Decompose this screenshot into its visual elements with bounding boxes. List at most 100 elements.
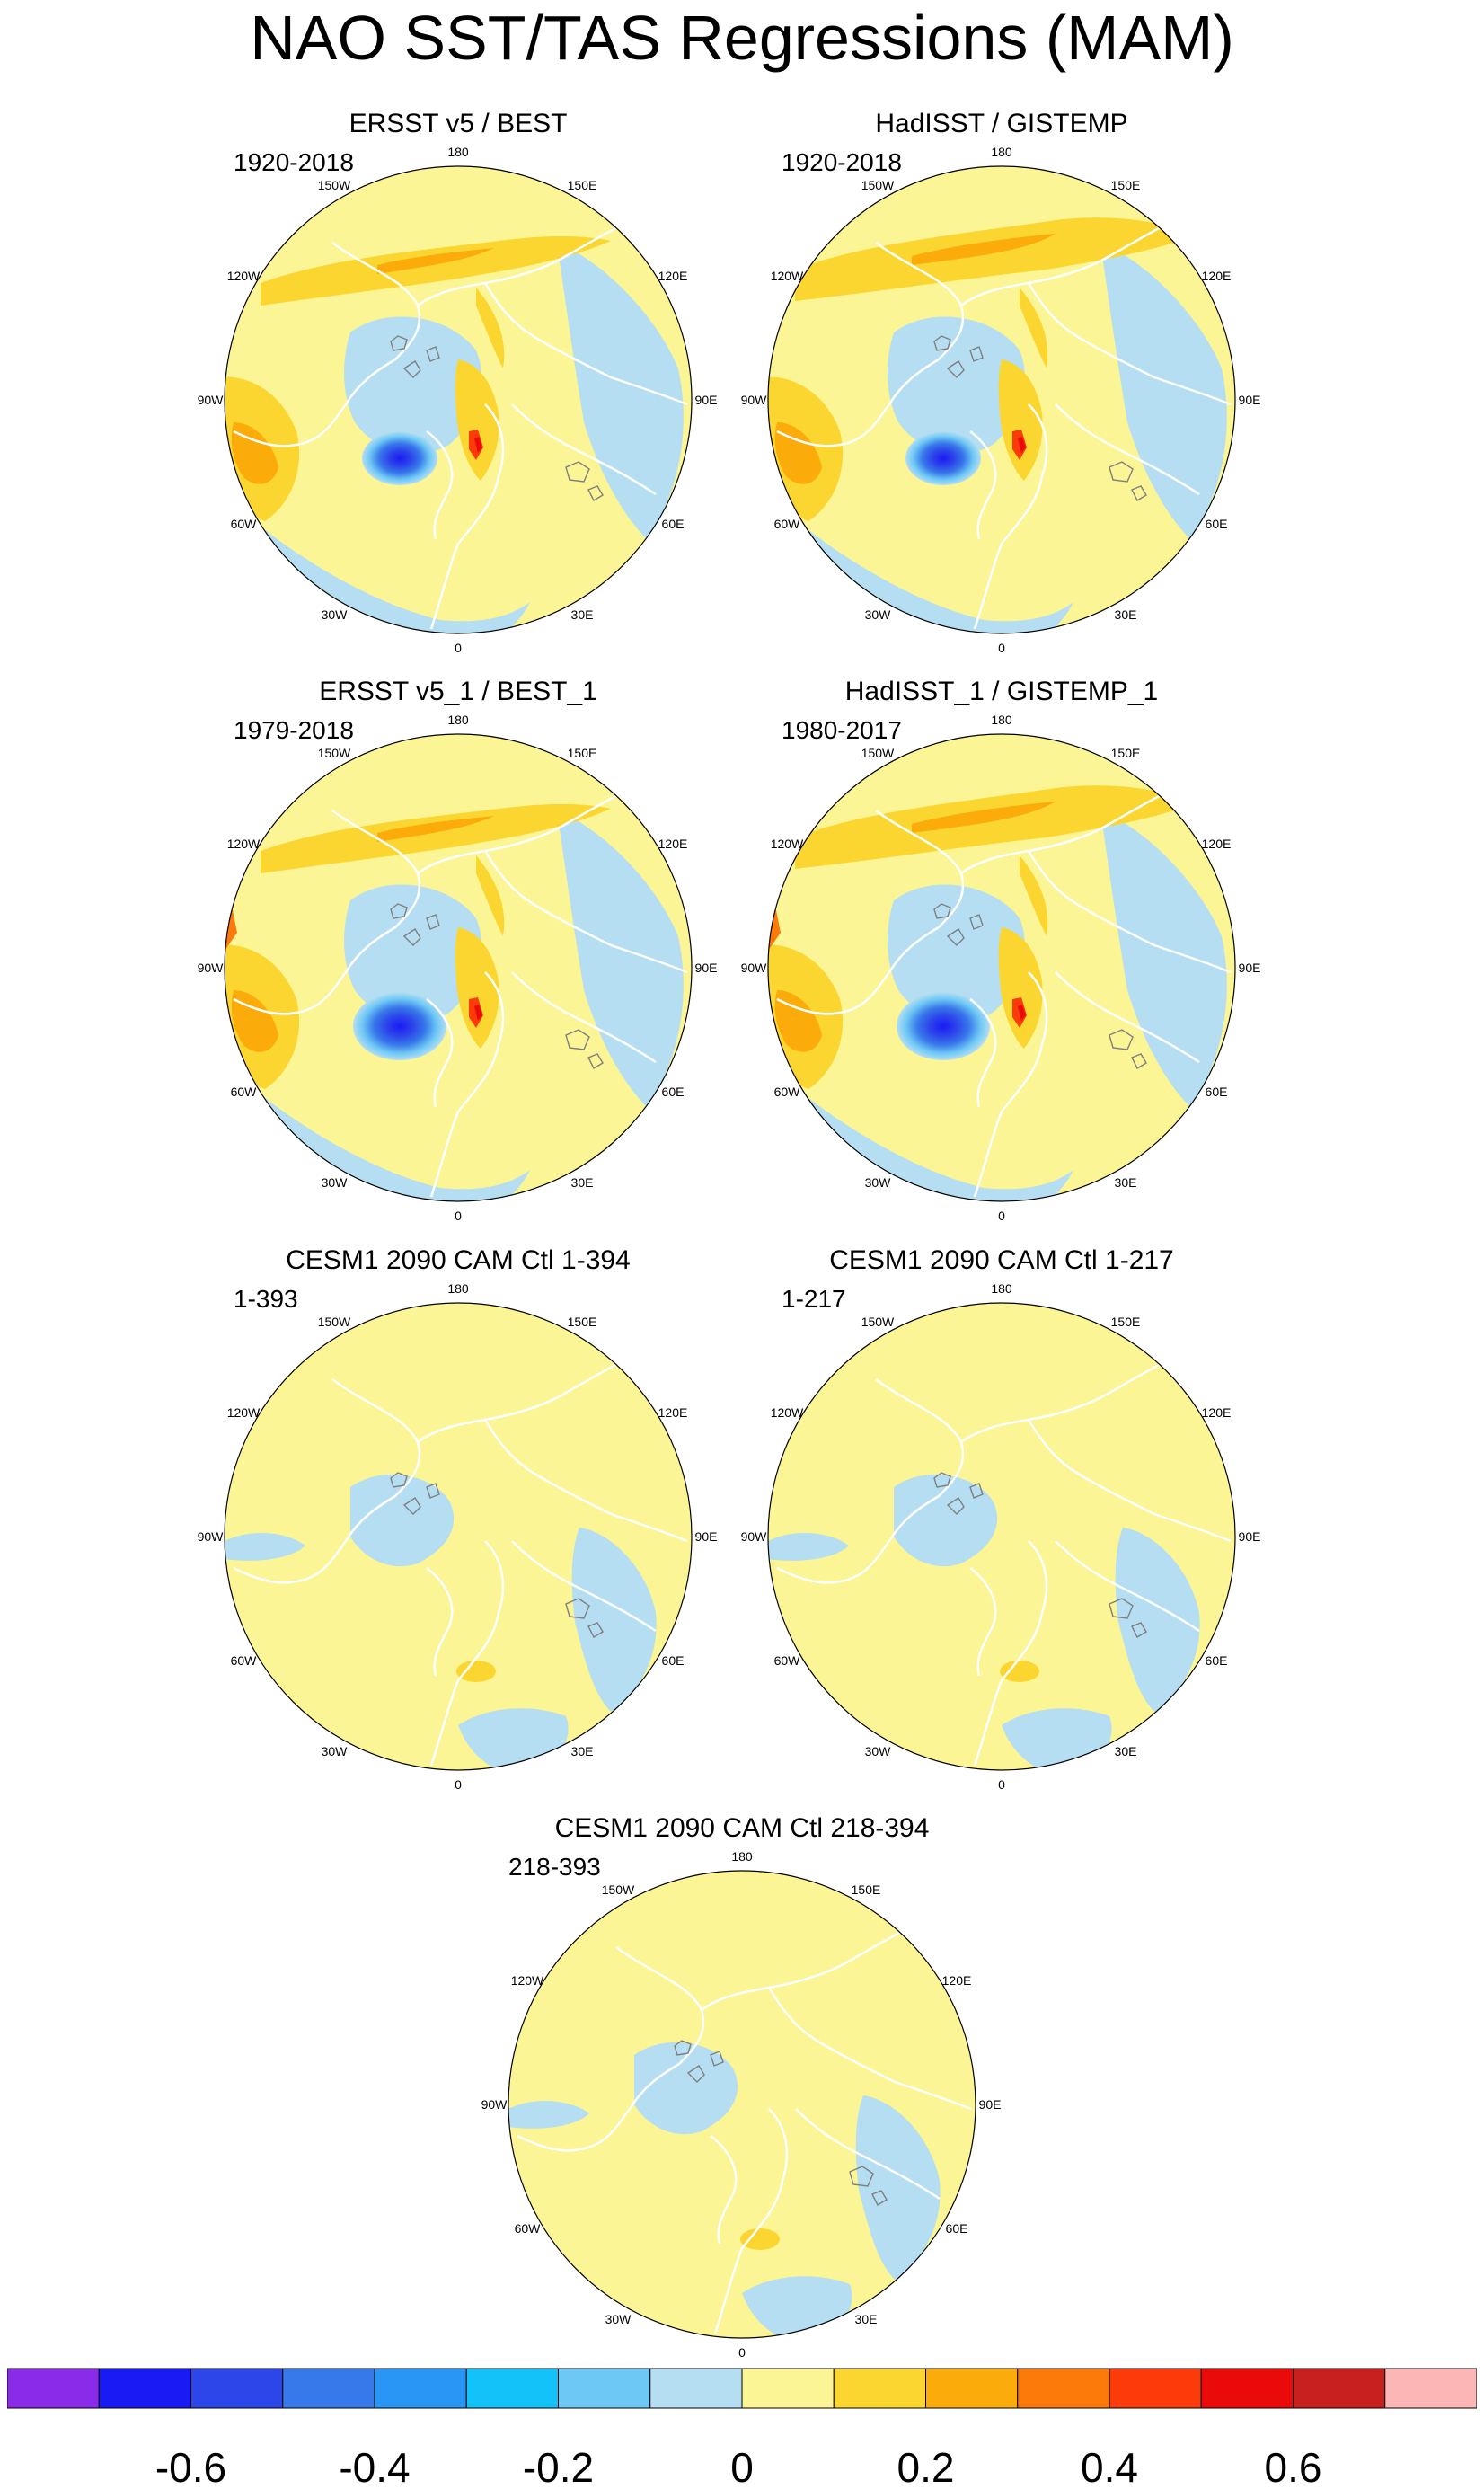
longitude-label: 30E [1115, 1175, 1137, 1190]
map-frame [508, 1870, 976, 2339]
colorbar-swatch [282, 2368, 375, 2409]
polar-map: 180 150E 120E 90E 60E 30E 0 30W 60W 90W 120W 150W [741, 713, 1261, 1223]
colorbar-tick-label: -0.4 [339, 2444, 410, 2489]
polar-map: 180 150E 120E 90E 60E 30E 0 30W 60W 90W 120W 150W [741, 1281, 1261, 1792]
colorbar-swatch [649, 2368, 743, 2409]
longitude-label: 120W [227, 1405, 261, 1420]
longitude-label: 150W [602, 1882, 635, 1897]
longitude-label: 120E [1202, 1405, 1232, 1420]
panel-period: 1920-2018 [234, 148, 354, 176]
longitude-label: 90E [695, 393, 718, 407]
coastlines [776, 782, 1232, 1198]
longitude-label: 120E [942, 1973, 972, 1988]
polar-map: 180 150E 120E 90E 60E 30E 0 30W 60W 90W 120W 150W [198, 1281, 718, 1792]
longitude-label: 30E [1115, 1744, 1137, 1758]
longitude-label: 30E [571, 1744, 594, 1758]
longitude-label: 90W [198, 393, 225, 407]
longitude-label: 120W [771, 269, 804, 283]
longitude-label: 120W [227, 837, 261, 851]
island-outlines [933, 335, 1147, 501]
colorbar-swatch [1384, 2368, 1477, 2409]
longitude-label: 60E [1206, 517, 1228, 531]
panel-title: CESM1 2090 CAM Ctl 1-394 [286, 1245, 631, 1275]
longitude-label: 90W [481, 2097, 508, 2112]
panel-title: HadISST_1 / GISTEMP_1 [844, 677, 1159, 706]
island-outlines [390, 335, 604, 501]
coastlines [776, 214, 1232, 630]
longitude-label: 180 [731, 1849, 753, 1864]
longitude-label: 180 [991, 145, 1012, 159]
regression-field [225, 734, 692, 1201]
colorbar-swatch [1109, 2368, 1202, 2409]
map-panel: HadISST / GISTEMP 1920-2018 180 150E 120E 9… [732, 108, 1271, 656]
longitude-label: 60E [946, 2221, 968, 2236]
longitude-label: 30W [322, 1175, 349, 1190]
longitude-label: 120W [771, 1405, 804, 1420]
longitude-label: 60E [662, 517, 685, 531]
longitude-label: 60W [774, 1085, 801, 1099]
longitude-label: 30E [1115, 607, 1137, 622]
longitude-label: 30W [322, 1744, 349, 1758]
colorbar-swatch [1200, 2368, 1294, 2409]
longitude-label: 60E [662, 1653, 685, 1668]
panel-period: 218-393 [508, 1853, 601, 1881]
island-outlines [674, 2040, 888, 2206]
colorbar-swatch [558, 2368, 651, 2409]
longitude-label: 60E [662, 1085, 685, 1099]
longitude-label: 180 [991, 713, 1012, 727]
map-panel: HadISST_1 / GISTEMP_1 1980-2017 180 150E 1… [732, 676, 1271, 1224]
longitude-label: 120W [771, 837, 804, 851]
map-panel: ERSST v5 / BEST 1920-2018 180 150E 120E 90E… [189, 108, 728, 656]
longitude-label: 30W [865, 1175, 892, 1190]
longitude-label: 90E [979, 2097, 1002, 2112]
colorbar-swatch [7, 2368, 100, 2409]
panel-period: 1979-2018 [234, 716, 354, 744]
longitude-label: 30W [605, 2312, 632, 2326]
island-outlines [933, 903, 1147, 1069]
longitude-label: 120E [658, 269, 688, 283]
longitude-label: 0 [998, 641, 1005, 655]
colorbar-swatch [465, 2368, 559, 2409]
longitude-label: 120E [1202, 269, 1232, 283]
panel-period: 1-217 [782, 1285, 846, 1313]
longitude-label: 30W [865, 1744, 892, 1758]
colorbar: -0.6 -0.4 -0.2 0 0.2 0.4 0.6 [7, 2368, 1477, 2489]
colorbar-swatch [741, 2368, 835, 2409]
panel-title: HadISST / GISTEMP [875, 109, 1128, 138]
map-panel: ERSST v5_1 / BEST_1 1979-2018 180 150E 120… [189, 676, 728, 1224]
panel-title: CESM1 2090 CAM Ctl 1-217 [829, 1245, 1174, 1275]
longitude-label: 0 [455, 641, 462, 655]
longitude-label: 180 [447, 145, 469, 159]
colorbar-tick-label: -0.6 [155, 2444, 226, 2489]
longitude-label: 30W [322, 607, 349, 622]
regression-field [225, 1303, 692, 1770]
longitude-label: 150E [1111, 746, 1141, 760]
longitude-label: 90W [198, 1529, 225, 1544]
longitude-label: 0 [998, 1777, 1005, 1792]
colorbar-tick-label: 0.6 [1265, 2444, 1322, 2489]
longitude-label: 60W [515, 2221, 542, 2236]
colorbar-tick-label: 0 [730, 2444, 754, 2489]
longitude-label: 30E [571, 607, 594, 622]
longitude-label: 90E [695, 961, 718, 975]
longitude-label: 0 [455, 1209, 462, 1223]
longitude-label: 30E [571, 1175, 594, 1190]
map-frame [767, 165, 1236, 634]
colorbar-swatch [98, 2368, 191, 2409]
figure-title: NAO SST/TAS Regressions (MAM) [250, 3, 1234, 73]
longitude-label: 120W [511, 1973, 544, 1988]
panel-title: CESM1 2090 CAM Ctl 218-394 [554, 1813, 930, 1843]
longitude-label: 60W [231, 1653, 258, 1668]
longitude-label: 180 [447, 713, 469, 727]
colorbar-tick-label: -0.2 [523, 2444, 594, 2489]
longitude-label: 60W [231, 517, 258, 531]
polar-map: 180 150E 120E 90E 60E 30E 0 30W 60W 90W 120W 150W [198, 145, 718, 655]
map-panel: CESM1 2090 CAM Ctl 1-217 1-217 180 150E 12… [732, 1244, 1271, 1793]
longitude-label: 150E [568, 178, 597, 192]
coastlines [776, 1351, 1232, 1767]
colorbar-tick-label: 0.4 [1081, 2444, 1138, 2489]
map-frame [767, 1302, 1236, 1771]
map-panel: CESM1 2090 CAM Ctl 218-394 218-393 180 15… [473, 1812, 1011, 2361]
longitude-label: 180 [991, 1281, 1012, 1296]
longitude-label: 60W [231, 1085, 258, 1099]
